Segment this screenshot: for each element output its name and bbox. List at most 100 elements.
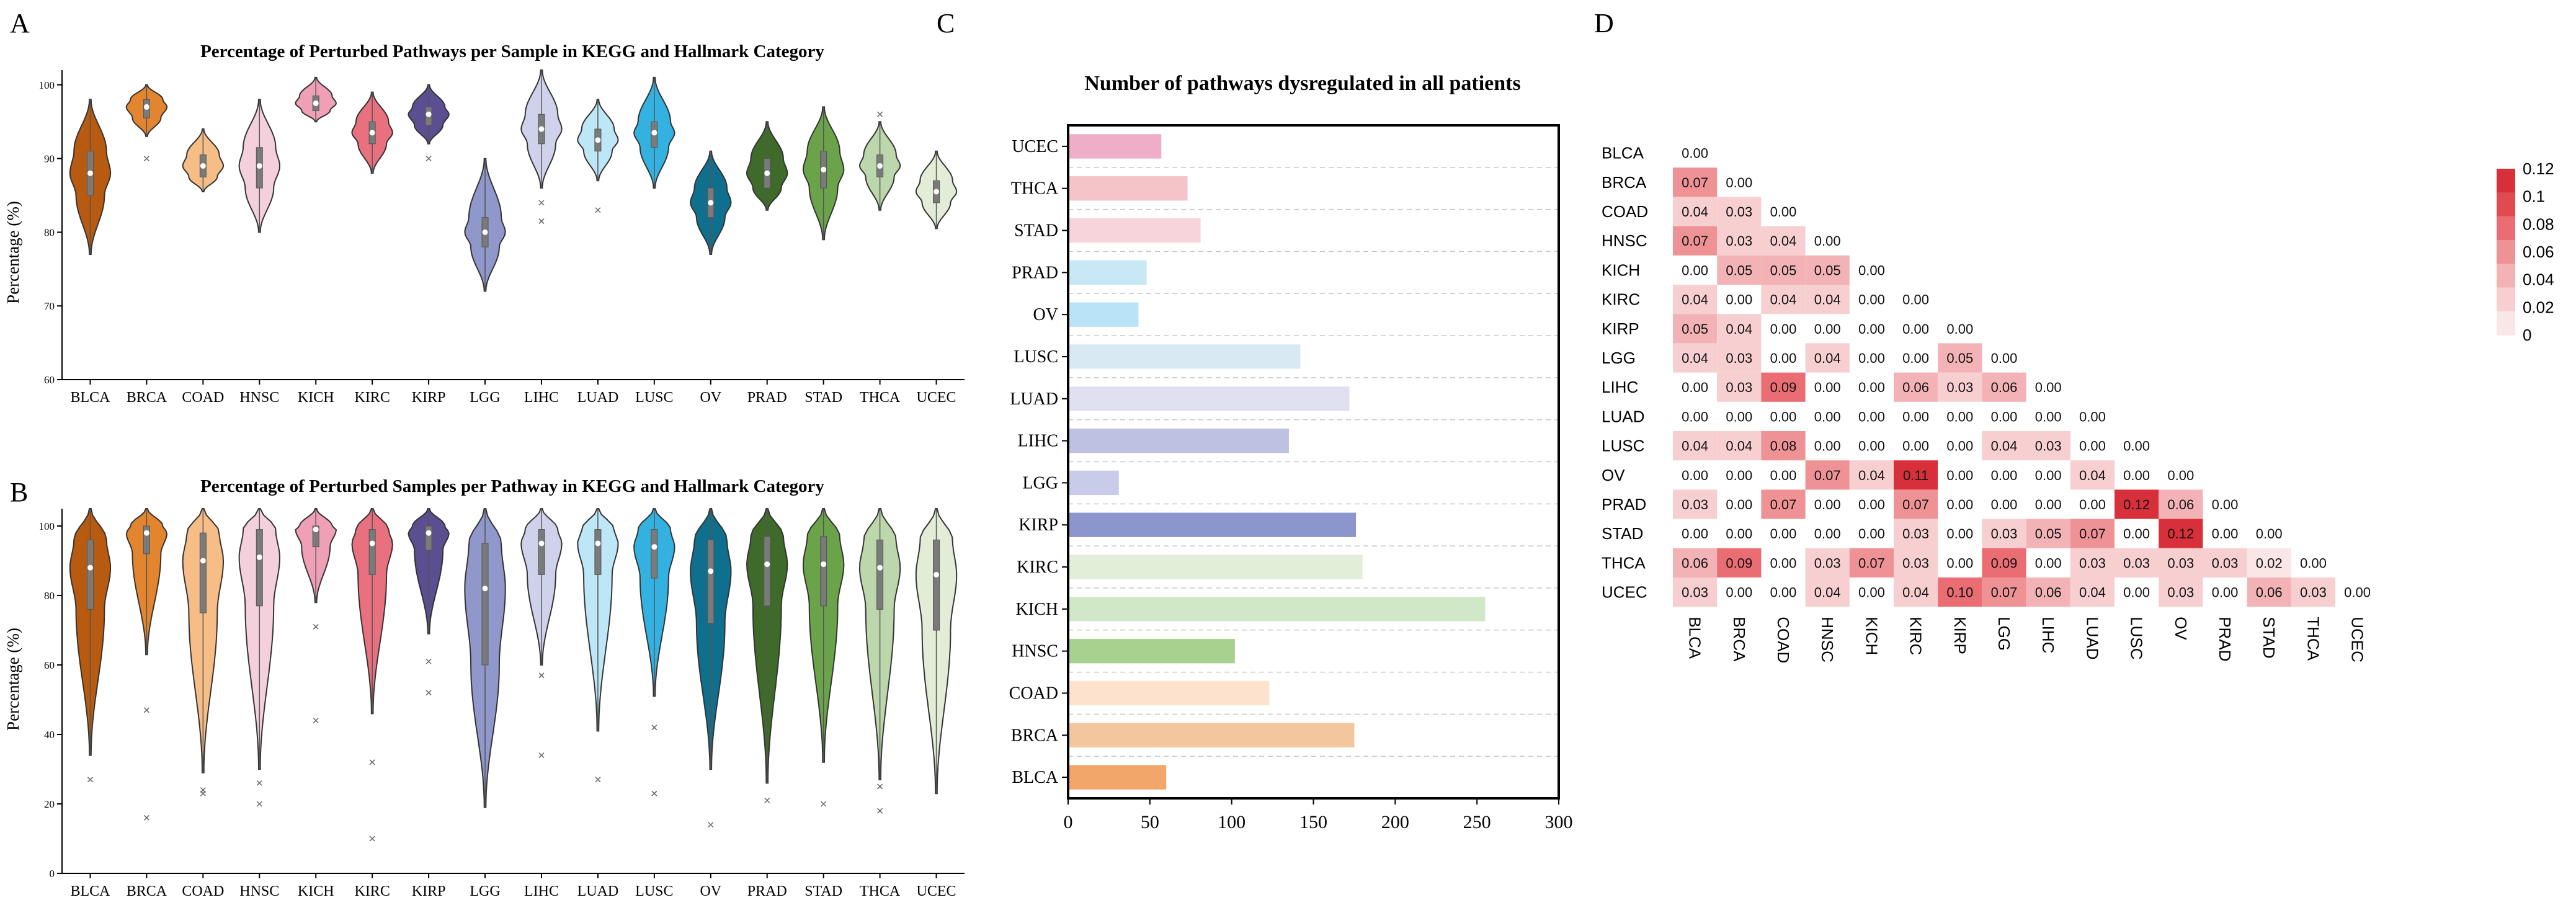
col-label: THCA [2304,617,2322,661]
col-label: KICH [1862,617,1881,655]
violin-outlier [143,156,149,162]
heatmap-value: 0.07 [1682,233,1708,249]
colorbar-segment [2497,311,2515,336]
y-tick-label: BRCA [1011,726,1059,745]
heatmap-value: 0.00 [1726,292,1752,308]
heatmap-cell [1673,431,1718,461]
heatmap-value: 0.03 [2300,585,2327,600]
colorbar-tick-label: 0.06 [2523,243,2554,261]
bar-brca [1068,723,1355,747]
heatmap-cell [1849,460,1894,490]
colorbar-tick-label: 0.02 [2523,298,2554,316]
heatmap-cell [1894,489,1938,519]
violin-median [256,163,262,169]
heatmap-value: 0.03 [1726,380,1752,395]
heatmap-value: 0.00 [1946,439,1973,454]
y-tick-label: 80 [44,590,55,602]
row-label: KICH [1602,261,1640,279]
heatmap-value: 0.00 [1814,409,1841,424]
heatmap-value: 0.05 [1946,350,1973,366]
x-tick-label: PRAD [747,883,787,899]
violin-outlier [764,797,770,803]
violin-median [877,564,883,571]
heatmap-value: 0.04 [2079,468,2106,483]
y-tick-label: 100 [39,79,55,91]
heatmap-value: 0.03 [1726,350,1752,366]
heatmap-value: 0.07 [2079,526,2106,542]
violin-box [707,539,715,624]
violin-outlier [369,836,375,842]
heatmap-value: 0.06 [2035,585,2062,600]
violin-kirc [351,508,393,842]
x-tick-label: LUSC [635,390,673,406]
panel-a-axes: 60 70 80 90 100 BLCA BRCA COAD HNSC KICH KIRC KIRP L… [39,70,965,406]
heatmap-value: 0.04 [1682,292,1708,308]
violin-outlier [87,777,93,783]
row-label: THCA [1602,553,1646,572]
x-tick-label: PRAD [747,390,787,406]
x-tick-label: OV [700,390,721,406]
panel-c-label: C [937,8,955,38]
heatmap-value: 0.00 [1858,526,1885,542]
violin-median [313,527,319,533]
x-tick-label: HNSC [239,390,279,406]
panel-a-ylabel: Percentage (%) [4,201,22,304]
colorbar-tick-label: 0.04 [2523,270,2554,289]
colorbar-segment [2497,192,2515,217]
heatmap-value: 0.00 [1858,350,1885,366]
row-label: BRCA [1602,173,1647,192]
heatmap-cell [1761,431,1806,461]
violin-median [87,170,93,176]
violin-lusc [633,508,675,796]
heatmap-cell [1717,431,1762,461]
heatmap-value: 0.07 [1814,468,1841,483]
violin-box [651,529,658,579]
violin-median [87,564,93,571]
heatmap-value: 0.05 [2035,526,2062,542]
heatmap-value: 0.00 [1770,468,1797,483]
x-tick-label: 200 [1381,812,1409,832]
y-tick-label: PRAD [1012,263,1058,282]
heatmap-value: 0.04 [1902,585,1929,600]
violin-outlier [538,752,545,759]
violin-median [877,163,883,169]
violin-hnsc [238,508,280,807]
y-tick-label: LGG [1022,473,1058,493]
heatmap-value: 0.04 [1814,585,1841,600]
y-tick-label: 40 [44,729,55,741]
heatmap-cell [1805,285,1850,314]
x-tick-label: BRCA [127,883,167,899]
heatmap-value: 0.00 [1858,585,1885,600]
violin-box [256,529,263,607]
heatmap-value: 0.00 [1682,468,1708,483]
heatmap-value: 0.00 [1682,526,1708,542]
panel-a: A Percentage of Perturbed Pathways per S… [4,8,965,406]
violin-lihc [520,69,563,225]
heatmap-value: 0.00 [1858,497,1885,512]
violin-outlier [538,672,545,679]
x-tick-label: KICH [298,883,334,899]
violin-median [821,561,827,568]
violin-outlier [651,790,657,796]
heatmap-cell [1894,548,1938,577]
heatmap-value: 0.03 [2079,555,2106,571]
heatmap-value: 0.00 [2256,526,2283,542]
heatmap-value: 0.00 [2035,409,2062,424]
heatmap-cell [2247,577,2291,607]
bar-kirc [1068,555,1363,579]
heatmap-value: 0.05 [1682,321,1708,337]
violin-median [595,540,601,546]
heatmap-cell [1673,489,1718,519]
panel-b: B Percentage of Perturbed Samples per Pa… [4,476,965,899]
heatmap-cell [2115,489,2159,519]
violin-outlier [538,200,545,206]
heatmap-value: 0.04 [1991,439,2018,454]
bar-lgg [1068,470,1119,496]
heatmap-cell [1849,548,1894,577]
bar-kich [1068,597,1486,622]
colorbar-segment [2497,287,2515,312]
heatmap-value: 0.03 [2167,555,2194,571]
bar-luad [1068,386,1350,411]
heatmap-value: 0.00 [1946,468,1973,483]
heatmap-value: 0.00 [1991,468,2018,483]
